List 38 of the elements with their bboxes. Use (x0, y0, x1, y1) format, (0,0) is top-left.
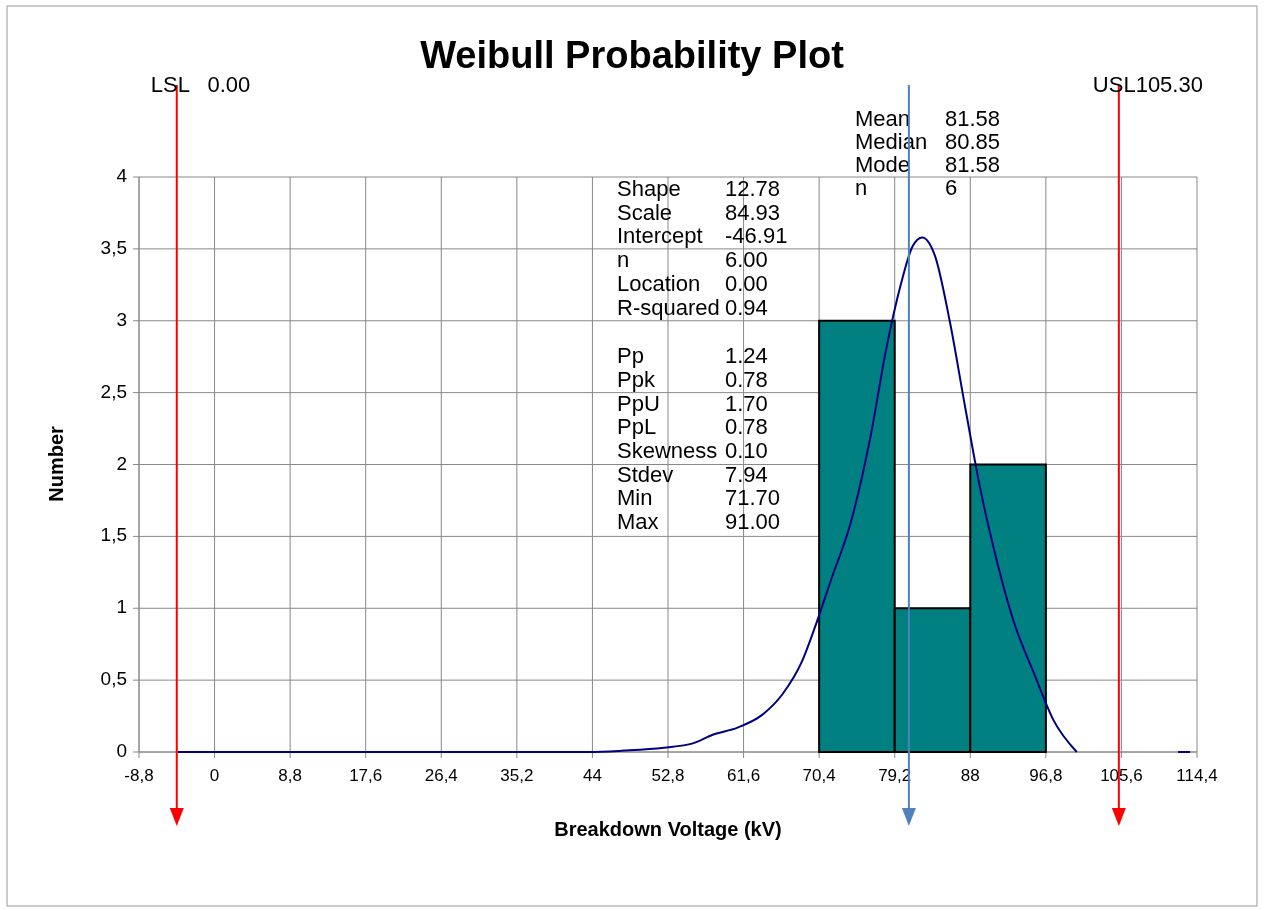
y-axis-title: Number (45, 426, 68, 502)
x-tick-label: 44 (582, 766, 602, 786)
y-tick-label: 3,5 (100, 236, 127, 258)
ref-line-label: USL105.30 (1092, 71, 1203, 97)
x-tick-label: 52,8 (651, 766, 685, 786)
y-tick-label: 2,5 (100, 380, 127, 402)
x-tick-label: 88 (960, 766, 980, 786)
annotation: Intercept -46.91 (617, 223, 788, 249)
x-tick-label: 114,4 (1176, 766, 1218, 786)
text: Mode 81.58 (855, 151, 1001, 177)
ref-line-label: LSL 0.00 (150, 71, 251, 97)
x-axis-title: Breakdown Voltage (kV) (554, 818, 782, 841)
x-tick-label: 0 (209, 766, 220, 786)
y-tick-label: 3 (116, 308, 127, 330)
y-tick-label: 4 (116, 165, 128, 187)
x-tick-label: 8,8 (278, 766, 302, 786)
x-tick-label: 17,6 (349, 766, 383, 786)
text: Stdev 7.94 (617, 461, 768, 487)
x-tick-label: 96,8 (1029, 766, 1063, 786)
text: Shape 12.78 (617, 175, 781, 201)
text: Pp 1.24 (617, 343, 768, 369)
y-tick-label: 0 (116, 740, 127, 762)
text: Mean 81.58 (855, 105, 1001, 131)
y-tick-label: 1 (116, 596, 127, 618)
y-tick-label: 0,5 (100, 668, 127, 690)
text: n 6 (855, 174, 958, 200)
y-tick-label: 1,5 (100, 524, 127, 546)
x-tick-label: 35,2 (500, 766, 534, 786)
x-tick-label: 26,4 (424, 766, 458, 786)
y-tick-label: 2 (116, 452, 127, 474)
annotation: Location 0.00 (617, 270, 768, 296)
chart-title: Weibull Probability Plot (420, 34, 845, 77)
x-tick-label: 61,6 (727, 766, 761, 786)
x-tick-label: -8,8 (124, 766, 154, 786)
x-tick-label: 70,4 (802, 766, 836, 786)
annotation: R-squared 0.94 (617, 294, 768, 320)
text: Min 71.70 (617, 485, 781, 511)
text: Max 91.00 (617, 508, 781, 534)
